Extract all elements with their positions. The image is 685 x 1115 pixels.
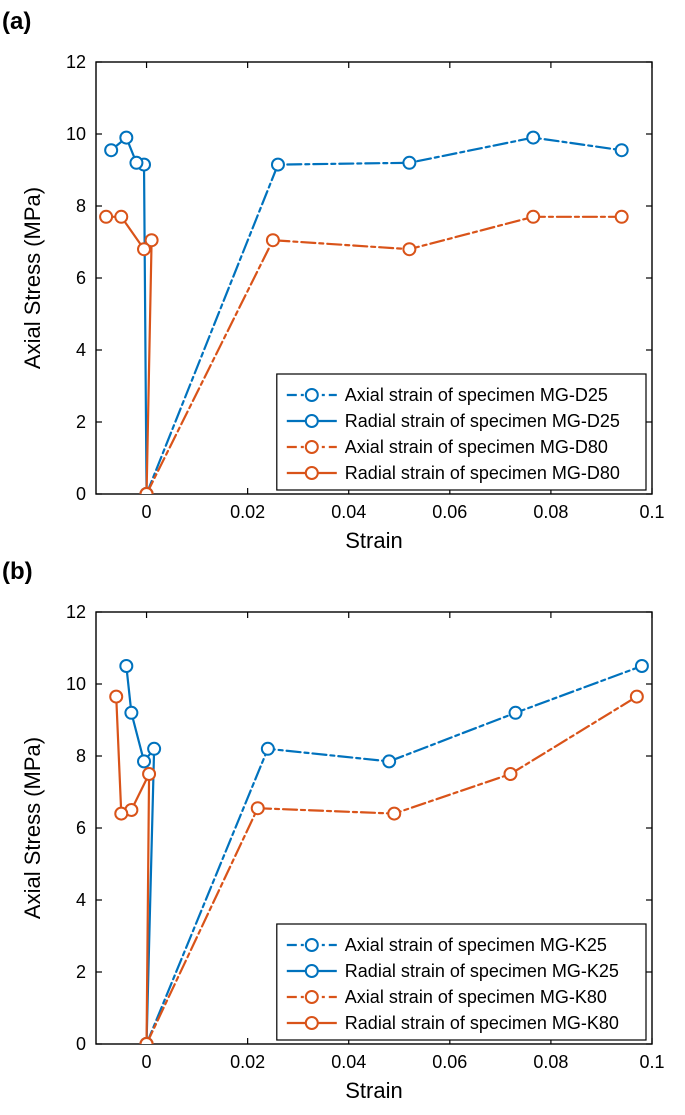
ytick-label-b: 10 [66, 674, 86, 694]
series-marker-a-2 [403, 243, 415, 255]
xtick-label-a: 0.08 [533, 502, 568, 522]
xtick-label-b: 0.04 [331, 1052, 366, 1072]
xtick-label-b: 0.1 [639, 1052, 664, 1072]
series-marker-b-3 [141, 1038, 153, 1050]
xtick-label-b: 0.06 [432, 1052, 467, 1072]
series-marker-b-3 [143, 768, 155, 780]
series-marker-a-0 [527, 132, 539, 144]
series-marker-a-3 [100, 211, 112, 223]
series-marker-b-1 [125, 707, 137, 719]
legend-marker-b-2 [306, 991, 318, 1003]
legend-label-b-2: Axial strain of specimen MG-K80 [345, 987, 607, 1007]
legend-label-a-1: Radial strain of specimen MG-D25 [345, 411, 620, 431]
series-marker-a-2 [267, 234, 279, 246]
series-marker-b-2 [631, 691, 643, 703]
series-marker-b-1 [120, 660, 132, 672]
series-marker-a-0 [616, 144, 628, 156]
series-marker-a-1 [130, 157, 142, 169]
chart-svg-b: 0 0.02 0.04 0.06 0.08 0.1 0 2 4 6 8 10 12 Strain Axial… [0, 570, 685, 1115]
series-marker-a-1 [105, 144, 117, 156]
series-line-b-1 [126, 666, 154, 1044]
legend-label-b-1: Radial strain of specimen MG-K25 [345, 961, 619, 981]
series-marker-b-0 [636, 660, 648, 672]
series-marker-a-2 [616, 211, 628, 223]
legend-marker-a-3 [306, 467, 318, 479]
xtick-label-a: 0.02 [230, 502, 265, 522]
series-marker-b-2 [388, 808, 400, 820]
xlabel-b: Strain [345, 1078, 402, 1103]
series-marker-a-3 [138, 243, 150, 255]
ytick-label-b: 12 [66, 602, 86, 622]
series-marker-b-2 [252, 802, 264, 814]
series-marker-a-0 [272, 159, 284, 171]
ytick-label-a: 10 [66, 124, 86, 144]
legend-marker-a-2 [306, 441, 318, 453]
series-marker-b-1 [148, 743, 160, 755]
chart-b-container: 0 0.02 0.04 0.06 0.08 0.1 0 2 4 6 8 10 12 Strain Axial… [0, 570, 685, 1115]
ytick-label-b: 6 [76, 818, 86, 838]
xtick-label-b: 0.08 [533, 1052, 568, 1072]
series-marker-a-3 [141, 488, 153, 500]
ytick-label-b: 2 [76, 962, 86, 982]
legend-label-b-0: Axial strain of specimen MG-K25 [345, 935, 607, 955]
ytick-label-b: 0 [76, 1034, 86, 1054]
ytick-label-b: 4 [76, 890, 86, 910]
xtick-label-a: 0.04 [331, 502, 366, 522]
ytick-label-a: 8 [76, 196, 86, 216]
series-marker-b-2 [504, 768, 516, 780]
ytick-label-a: 12 [66, 52, 86, 72]
series-marker-b-3 [110, 691, 122, 703]
xtick-label-a: 0 [142, 502, 152, 522]
xtick-label-a: 0.06 [432, 502, 467, 522]
legend-marker-b-3 [306, 1017, 318, 1029]
series-marker-a-0 [403, 157, 415, 169]
legend-marker-a-1 [306, 415, 318, 427]
legend-marker-a-0 [306, 389, 318, 401]
chart-a-container: 0 0.02 0.04 0.06 0.08 0.1 0 2 4 6 8 10 12 Strain Axial… [0, 20, 685, 565]
xtick-label-b: 0 [142, 1052, 152, 1072]
legend-label-a-3: Radial strain of specimen MG-D80 [345, 463, 620, 483]
ytick-label-a: 6 [76, 268, 86, 288]
ytick-label-a: 2 [76, 412, 86, 432]
page: (a) 00.020.040.060.080.1024681012StrainA… [0, 0, 685, 1115]
xtick-label-a: 0.1 [639, 502, 664, 522]
series-marker-b-0 [262, 743, 274, 755]
legend-label-b-3: Radial strain of specimen MG-K80 [345, 1013, 619, 1033]
ylabel-a: Axial Stress (MPa) [20, 187, 45, 369]
series-marker-a-1 [120, 132, 132, 144]
ytick-label-b: 8 [76, 746, 86, 766]
xtick-label-b: 0.02 [230, 1052, 265, 1072]
series-marker-b-3 [115, 808, 127, 820]
legend-label-a-0: Axial strain of specimen MG-D25 [345, 385, 608, 405]
series-marker-a-3 [115, 211, 127, 223]
xlabel-a: Strain [345, 528, 402, 553]
series-marker-b-1 [138, 755, 150, 767]
ylabel-b: Axial Stress (MPa) [20, 737, 45, 919]
series-marker-a-2 [527, 211, 539, 223]
series-line-b-3 [116, 697, 149, 1044]
legend-marker-b-0 [306, 939, 318, 951]
ytick-label-a: 4 [76, 340, 86, 360]
series-line-a-1 [111, 138, 146, 494]
series-marker-b-0 [510, 707, 522, 719]
legend-marker-b-1 [306, 965, 318, 977]
ytick-label-a: 0 [76, 484, 86, 504]
legend-label-a-2: Axial strain of specimen MG-D80 [345, 437, 608, 457]
series-marker-b-0 [383, 755, 395, 767]
chart-svg-a: 0 0.02 0.04 0.06 0.08 0.1 0 2 4 6 8 10 12 Strain Axial… [0, 20, 685, 565]
